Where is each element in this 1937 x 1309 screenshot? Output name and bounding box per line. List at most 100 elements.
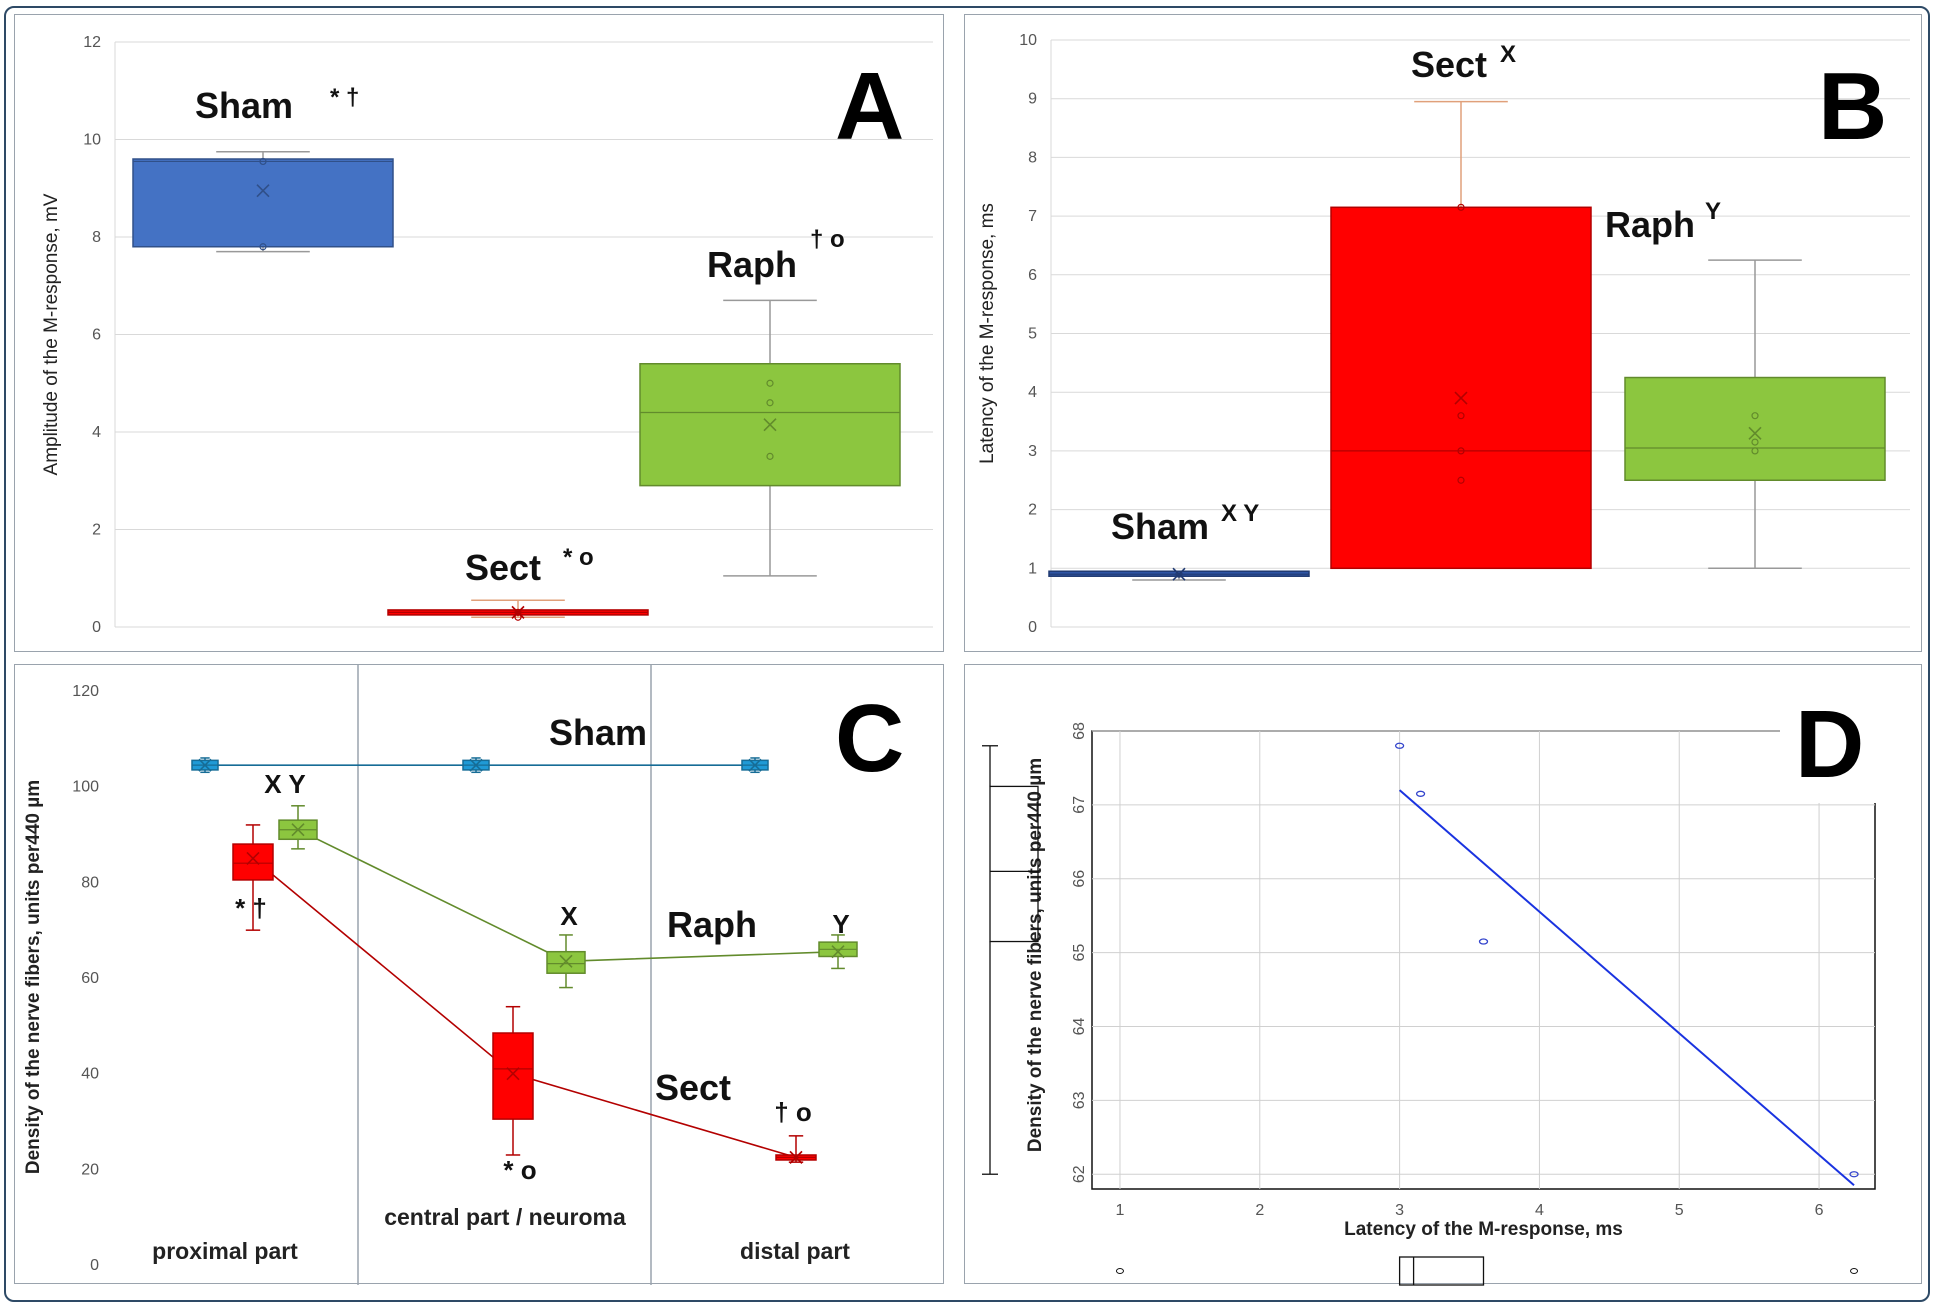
b-marks-sect: X	[1500, 41, 1516, 68]
d-ylabel: Density of the nerve fibers, units per44…	[1025, 758, 1046, 1152]
d-point-2	[1478, 938, 1489, 945]
d-plot-frame	[1091, 730, 1876, 1190]
b-sham-mean	[1172, 567, 1186, 581]
c-category-1: central part / neuroma	[384, 1204, 626, 1230]
a-ytick-1: 2	[92, 522, 101, 539]
c-raph-0-mean	[291, 823, 305, 837]
c-sham-2-mean	[748, 758, 762, 772]
b-marks-sham: X Y	[1221, 500, 1259, 527]
d-regression-line	[1398, 789, 1855, 1187]
d-letter-backdrop	[1780, 685, 1920, 803]
b-sect-point-0	[1457, 476, 1465, 484]
a-raph-point-2	[766, 379, 774, 387]
figure-frame	[4, 6, 1930, 1302]
a-ylabel: Amplitude of the M-response, mV	[41, 193, 62, 475]
b-sect-point-1	[1457, 447, 1465, 455]
c-raph-2-mean	[831, 945, 845, 959]
a-sham-mean	[256, 184, 270, 198]
b-ytick-9: 9	[1028, 91, 1037, 108]
d-point-1	[1415, 790, 1426, 797]
d-panel-letter: D	[1795, 691, 1864, 798]
d-xbox-outlier-min	[1115, 1268, 1124, 1274]
d-ytick-5: 67	[1071, 796, 1088, 814]
d-ytick-6: 68	[1071, 722, 1088, 740]
panel-d-chart: 1 2 3 4 5 6 62 63 64 65 66 67 68 Latency of the M-res…	[982, 685, 1920, 1286]
a-raph-point-0	[766, 452, 774, 460]
d-ytick-1: 63	[1071, 1091, 1088, 1109]
a-ytick-4: 8	[92, 229, 101, 246]
panel-b: 0 1 2 3 4 5 6 7 8 9 10 Latency of the M-response, m…	[964, 14, 1922, 652]
b-raph-point-2	[1751, 412, 1759, 420]
c-ytick-2: 40	[81, 1066, 99, 1083]
c-sect-0-box	[232, 843, 274, 881]
a-panel-letter: A	[835, 53, 904, 160]
c-marks-sect-1: * o	[503, 1155, 536, 1185]
c-sect-1-mean	[506, 1067, 520, 1081]
c-panel-letter: C	[835, 685, 904, 792]
b-sham-point-0	[1175, 570, 1183, 578]
b-sect-point-2	[1457, 412, 1465, 420]
b-ytick-10: 10	[1019, 32, 1037, 49]
d-xtick-0: 1	[1116, 1202, 1125, 1219]
a-sham-box	[132, 158, 394, 248]
panel-d: 1 2 3 4 5 6 62 63 64 65 66 67 68 Latency of the M-res…	[964, 664, 1922, 1286]
c-ylabel: Density of the nerve fibers, units per44…	[23, 780, 44, 1174]
d-xbox-outlier-max	[1850, 1268, 1859, 1274]
d-ytick-0: 62	[1071, 1165, 1088, 1183]
b-ytick-7: 7	[1028, 208, 1037, 225]
a-ytick-6: 12	[83, 34, 101, 51]
c-marks-raph-1: X	[560, 901, 578, 931]
c-sect-1-box	[492, 1032, 534, 1120]
c-ytick-4: 80	[81, 874, 99, 891]
b-raph-mean	[1748, 426, 1762, 440]
a-label-sect: Sect	[465, 547, 541, 588]
b-ytick-6: 6	[1028, 267, 1037, 284]
b-sect-mean	[1454, 391, 1468, 405]
c-line-raph	[297, 828, 839, 963]
c-sham-1-mean	[469, 758, 483, 772]
a-sect-point-1	[514, 608, 522, 616]
c-sham-0-mean	[198, 758, 212, 772]
a-ytick-0: 0	[92, 619, 101, 636]
c-category-0: proximal part	[152, 1238, 298, 1264]
c-label-sham: Sham	[549, 712, 647, 753]
c-marks-raph-2: Y	[832, 909, 849, 939]
d-ytick-2: 64	[1071, 1017, 1088, 1035]
b-ytick-1: 1	[1028, 560, 1037, 577]
panel-c-chart: 0 20 40 60 80 100 120 Density of the nerve fibe…	[23, 665, 904, 1285]
c-category-2: distal part	[740, 1238, 850, 1264]
d-ybox	[989, 785, 1039, 943]
b-raph-box	[1624, 376, 1886, 481]
panel-a-chart: 0 2 4 6 8 10 12 Amplitude of the M-response, mV…	[41, 34, 933, 636]
a-sham-point-0	[259, 243, 267, 251]
b-ytick-4: 4	[1028, 384, 1037, 401]
a-sect-point-0	[514, 613, 522, 621]
c-marks-raph-0: X Y	[264, 769, 305, 799]
c-ytick-0: 0	[90, 1257, 99, 1274]
c-ytick-3: 60	[81, 970, 99, 987]
d-xtick-5: 6	[1815, 1202, 1824, 1219]
b-ytick-8: 8	[1028, 149, 1037, 166]
b-ytick-5: 5	[1028, 326, 1037, 343]
a-marks-sect: * o	[563, 544, 594, 571]
c-sect-2-mean	[789, 1150, 803, 1164]
b-label-sect: Sect	[1411, 44, 1487, 85]
panel-b-chart: 0 1 2 3 4 5 6 7 8 9 10 Latency of the M-response, m…	[977, 32, 1910, 636]
b-raph-point-1	[1751, 438, 1759, 446]
c-raph-1-mean	[559, 954, 573, 968]
c-label-raph: Raph	[667, 904, 757, 945]
b-raph-point-0	[1751, 447, 1759, 455]
b-marks-raph: Y	[1705, 198, 1721, 225]
b-label-sham: Sham	[1111, 506, 1209, 547]
c-marks-sect-0: * †	[235, 893, 267, 923]
a-sham-point-1	[259, 157, 267, 166]
d-xtick-1: 2	[1255, 1202, 1264, 1219]
b-panel-letter: B	[1818, 53, 1887, 160]
d-ytick-3: 65	[1071, 944, 1088, 962]
a-raph-mean	[763, 418, 777, 432]
c-raph-1-box	[546, 950, 586, 974]
d-xbox	[1398, 1256, 1485, 1286]
d-xlabel: Latency of the M-response, ms	[1344, 1219, 1623, 1240]
a-sect-mean	[511, 605, 525, 619]
c-sect-0-mean	[246, 851, 260, 865]
